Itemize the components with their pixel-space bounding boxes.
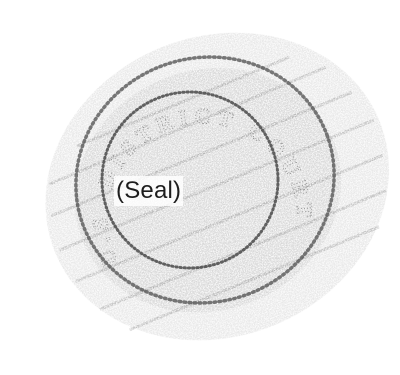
seal-inner-ring bbox=[100, 90, 280, 270]
seal-outer-ring bbox=[74, 55, 336, 305]
seal-caption: (Seal) bbox=[114, 176, 184, 206]
seal-streaks bbox=[48, 55, 387, 332]
